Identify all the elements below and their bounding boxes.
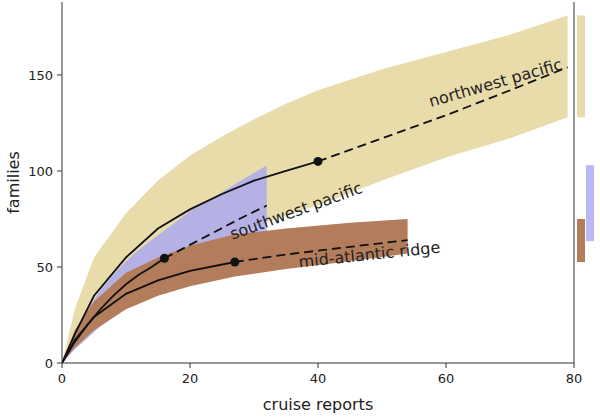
x-tick-label: 0: [58, 371, 66, 386]
x-tick: [190, 363, 191, 368]
y-tick: [57, 363, 62, 364]
series-label: mid-atlantic ridge: [298, 238, 441, 272]
asymptote-bar: [577, 15, 585, 117]
rarefaction-line: [62, 262, 235, 363]
chart: 0 20 40 60 80 0 50 100 150 cruise reports families…: [0, 0, 600, 418]
observed-point: [160, 254, 169, 263]
plot-frame-right: [574, 2, 575, 363]
plot-area: [62, 15, 568, 363]
y-axis-label: families: [4, 151, 23, 214]
y-axis: [62, 2, 63, 363]
observed-point: [230, 257, 239, 266]
y-tick-label: 50: [36, 260, 53, 275]
asymptote-bar: [586, 165, 594, 241]
y-tick: [57, 170, 62, 171]
x-tick: [446, 363, 447, 368]
x-tick: [62, 363, 63, 368]
x-tick: [318, 363, 319, 368]
rarefaction-line: [62, 258, 164, 363]
observed-point: [314, 157, 323, 166]
x-axis-label: cruise reports: [263, 395, 373, 414]
y-tick-label: 0: [45, 356, 53, 371]
x-tick: [574, 363, 575, 368]
y-tick: [57, 74, 62, 75]
y-tick: [57, 266, 62, 267]
x-tick-label: 20: [182, 371, 199, 386]
series-label: northwest pacific: [427, 55, 565, 111]
series-label: southwest pacific: [227, 178, 364, 244]
rarefaction-line: [62, 161, 318, 363]
x-tick-label: 60: [438, 371, 455, 386]
x-tick-label: 40: [310, 371, 327, 386]
x-tick-label: 80: [566, 371, 583, 386]
asymptote-bar: [577, 219, 585, 262]
y-tick-label: 150: [28, 68, 53, 83]
y-tick-label: 100: [28, 164, 53, 179]
confidence-band: [62, 15, 568, 363]
